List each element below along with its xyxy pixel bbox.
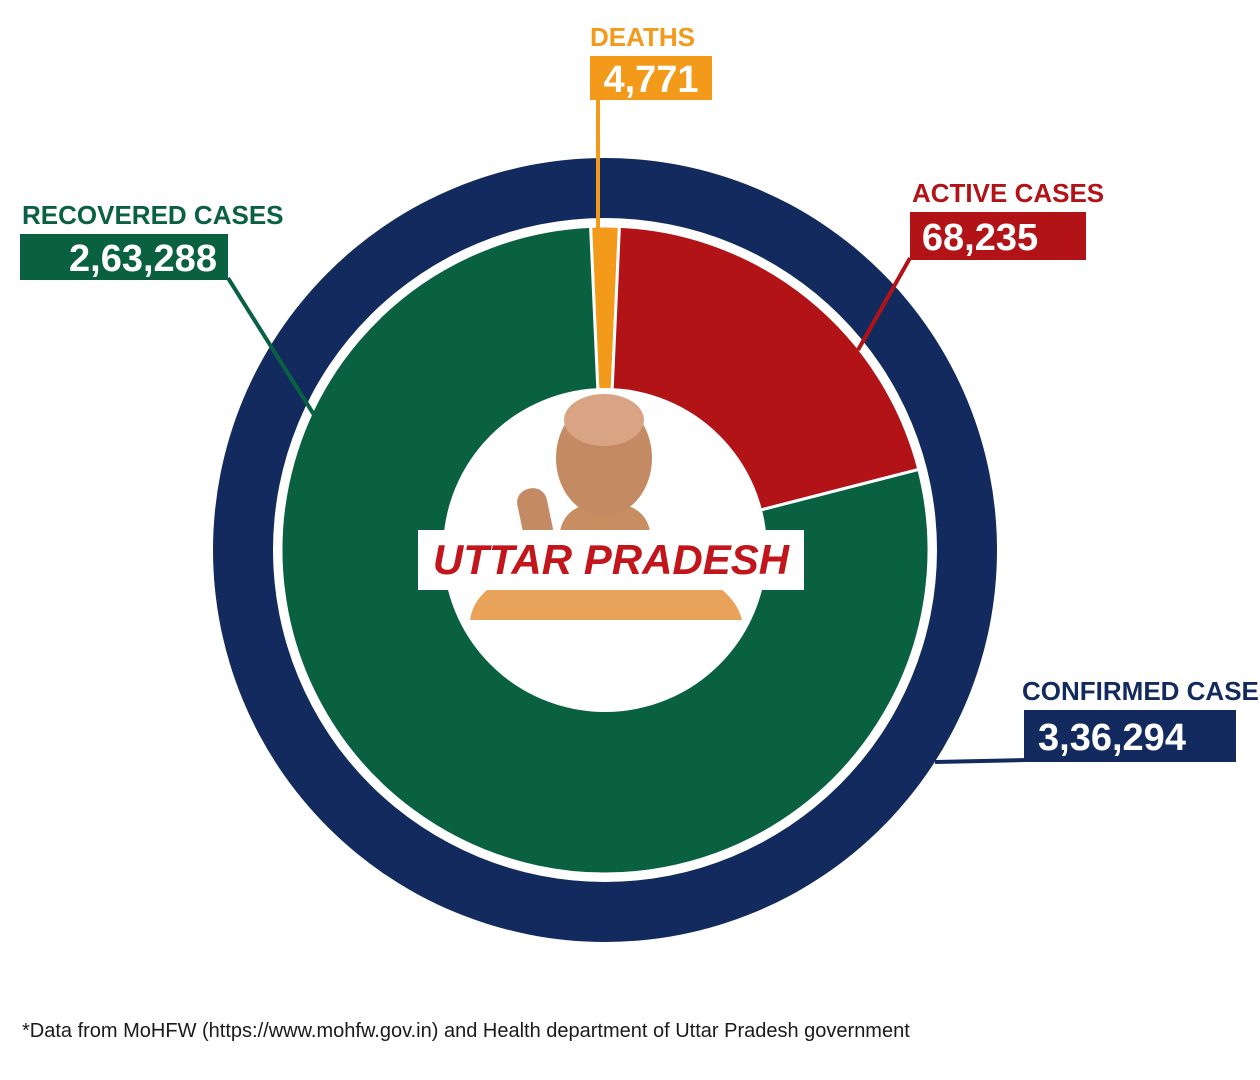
source-footnote: *Data from MoHFW (https://www.mohfw.gov.…	[22, 1020, 910, 1042]
active-label-box	[910, 212, 1086, 260]
deaths-label-title: DEATHS	[590, 22, 695, 52]
active-leader-line	[856, 257, 912, 351]
active-label-value: 68,235	[922, 217, 1038, 259]
state-title: UTTAR PRADESH	[433, 536, 791, 583]
state-title-box	[418, 530, 804, 590]
active-label-title: ACTIVE CASES	[912, 178, 1104, 208]
recovered-label-box	[20, 234, 228, 280]
deaths-label-box	[590, 56, 712, 100]
confirmed-leader-line	[934, 758, 1027, 764]
confirmed-label-box	[1024, 710, 1236, 762]
recovered-label-title: RECOVERED CASES	[22, 200, 284, 230]
confirmed-label-value: 3,36,294	[1038, 717, 1186, 759]
deaths-label-value: 4,771	[603, 59, 698, 101]
recovered-leader-line	[226, 276, 318, 420]
recovered-label-value: 2,63,288	[69, 238, 217, 280]
confirmed-label-title: CONFIRMED CASES	[1022, 676, 1260, 706]
